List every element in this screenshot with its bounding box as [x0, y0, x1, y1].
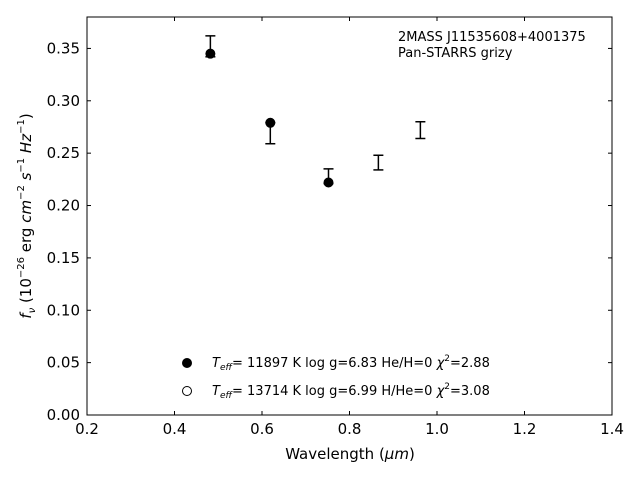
legend-marker-filled [182, 358, 192, 368]
error-bars [205, 35, 426, 185]
x-tick-label: 0.2 [75, 420, 99, 438]
x-tick-label: 0.6 [250, 420, 274, 438]
y-tick-label: 0.15 [47, 249, 80, 267]
model-points [205, 48, 334, 188]
y-tick-label: 0.10 [47, 301, 80, 319]
y-axis-title: fν (10−26 erg cm−2 s−1 Hz−1) [16, 113, 38, 318]
model-point-filled [205, 48, 216, 59]
survey-annotation: Pan-STARRS grizy [398, 46, 513, 61]
y-tick-label: 0.25 [47, 144, 80, 162]
x-tick-label: 1.4 [600, 420, 624, 438]
x-axis-title: Wavelength (μm) [285, 445, 415, 463]
legend-entry-1: Teff= 11897 K log g=6.83 He/H=0 χ2=2.88 [212, 354, 490, 373]
legend: Teff= 11897 K log g=6.83 He/H=0 χ2=2.88 … [182, 354, 490, 401]
axis-ticks: 0.2 0.4 0.6 0.8 1.0 1.2 1.4 0.00 0.05 0.10 0.15 0.2… [47, 17, 624, 438]
y-tick-label: 0.35 [47, 39, 80, 57]
model-point-filled [323, 177, 334, 188]
y-tick-label: 0.00 [47, 406, 80, 424]
x-tick-label: 0.8 [338, 420, 362, 438]
x-tick-label: 0.4 [163, 420, 187, 438]
y-tick-label: 0.20 [47, 197, 80, 215]
x-tick-label: 1.0 [425, 420, 449, 438]
object-name-annotation: 2MASS J11535608+4001375 [398, 30, 586, 45]
legend-entry-2: Teff= 13714 K log g=6.99 H/He=0 χ2=3.08 [212, 382, 490, 401]
error-bar [373, 154, 384, 171]
x-tick-label: 1.2 [513, 420, 537, 438]
model-point-filled [265, 117, 276, 128]
y-tick-label: 0.30 [47, 92, 80, 110]
y-tick-label: 0.05 [47, 354, 80, 372]
legend-marker-open [182, 386, 192, 396]
error-bar [415, 120, 426, 140]
